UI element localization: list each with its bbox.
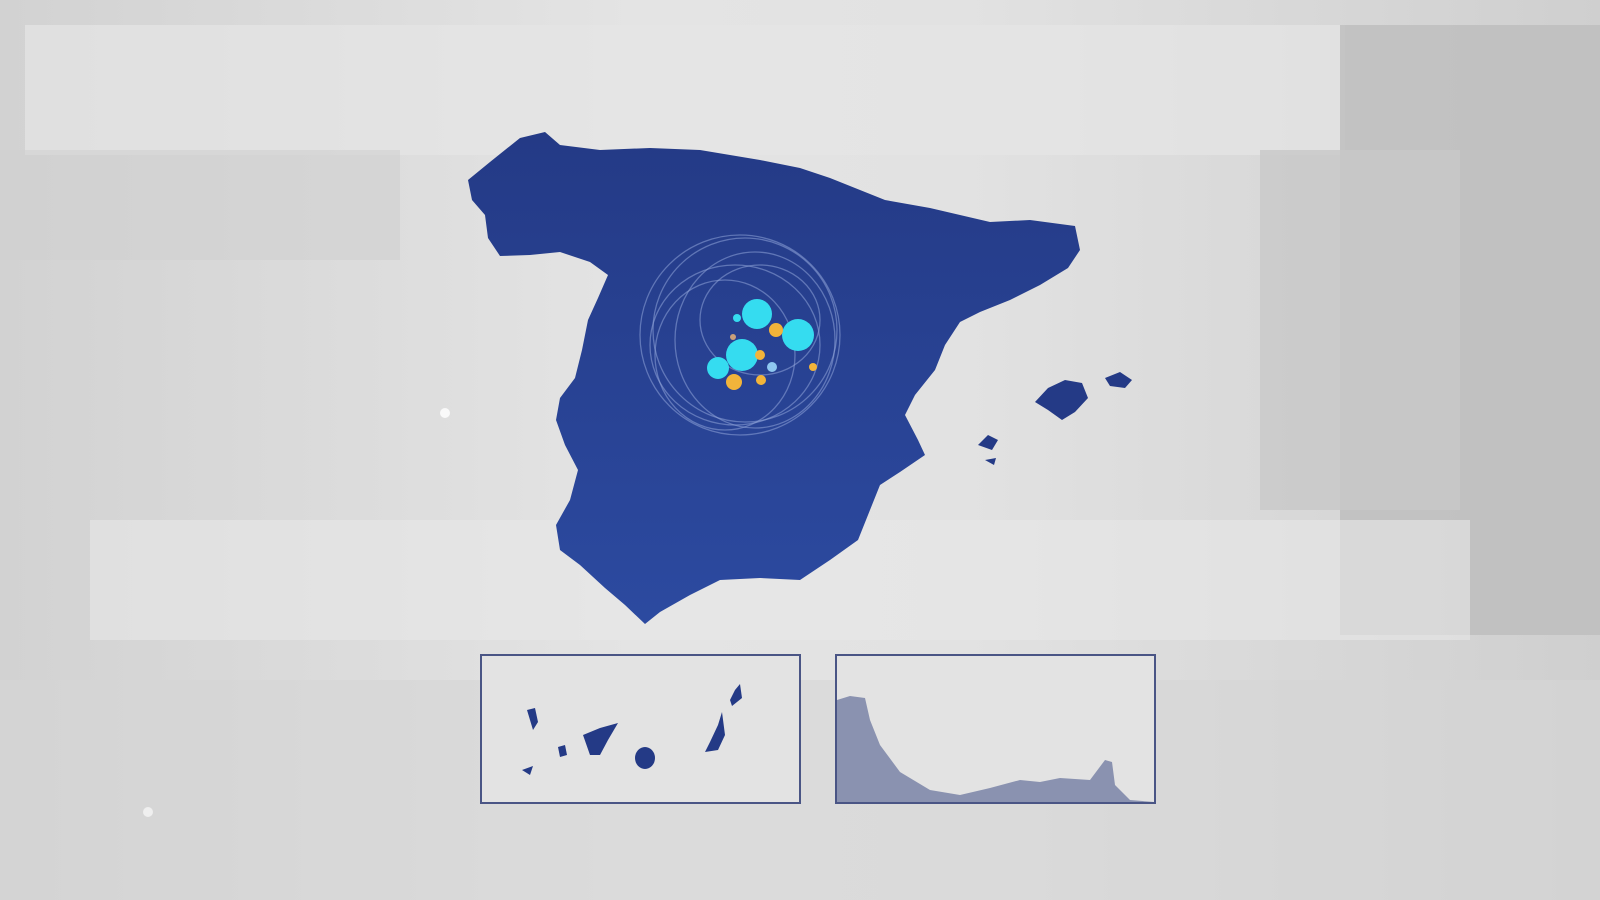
light-speck: [143, 807, 153, 817]
data-markers: [707, 299, 817, 390]
marker: [726, 339, 758, 371]
marker: [782, 319, 814, 351]
orbit-rings: [639, 234, 841, 436]
ibiza: [978, 435, 998, 450]
marker: [809, 363, 817, 371]
light-speck: [440, 408, 450, 418]
marker: [730, 334, 736, 340]
marker: [707, 357, 729, 379]
menorca: [1105, 372, 1132, 388]
marker: [726, 374, 742, 390]
mallorca: [1035, 380, 1088, 420]
bg-band: [25, 25, 1345, 155]
marker: [767, 362, 777, 372]
marker: [733, 314, 741, 322]
canary-islands-inset: [480, 654, 801, 804]
marker: [742, 299, 772, 329]
marker: [755, 350, 765, 360]
formentera: [985, 458, 996, 465]
mainland-spain: [468, 132, 1080, 624]
marker: [769, 323, 783, 337]
bg-band: [1260, 150, 1460, 510]
bg-band: [0, 150, 400, 260]
coast-inset: [835, 654, 1156, 804]
marker: [756, 375, 766, 385]
